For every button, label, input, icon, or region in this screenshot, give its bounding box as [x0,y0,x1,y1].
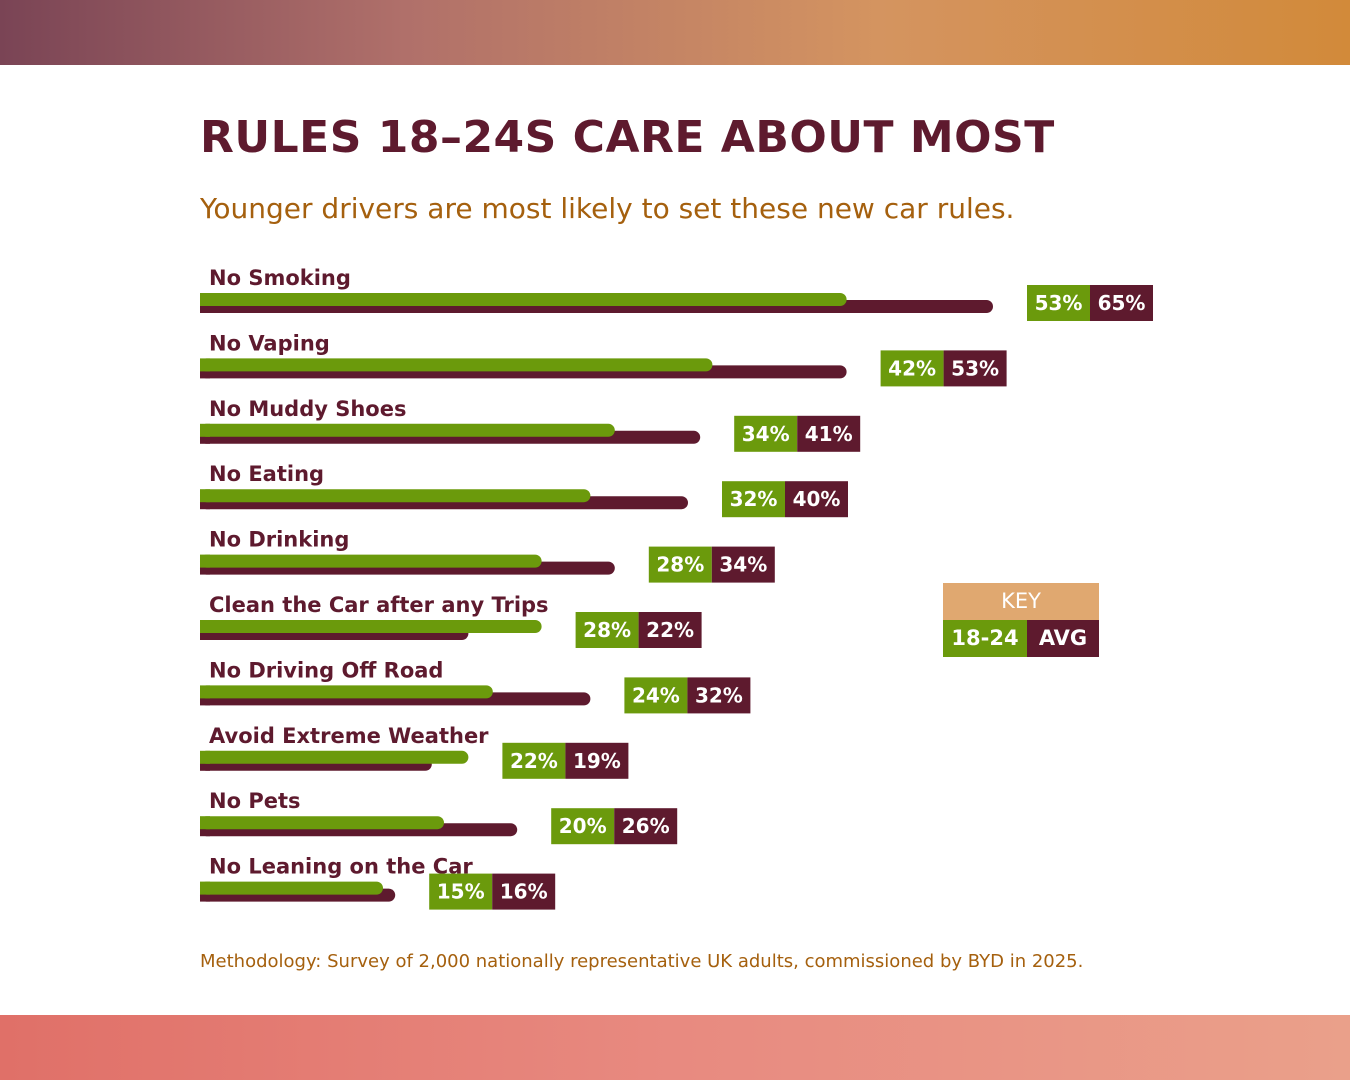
bar-avg-cap [200,627,210,640]
data-label-18-24: 24% [632,683,680,707]
legend-heading: KEY [943,583,1099,620]
data-label-18-24: 28% [656,553,704,577]
bar-avg-cap [200,365,210,379]
data-label-18-24: 42% [888,356,936,380]
bar-avg-cap [200,561,210,575]
value-box-avg [638,612,702,648]
data-label-18-24: 20% [559,814,607,838]
data-label-avg: 22% [646,618,694,642]
bar-18-24-cap [200,423,210,437]
bar-18-24-cap [200,881,210,895]
bar-18-24-cap [200,816,210,830]
value-box-avg [492,873,556,910]
value-box-avg [797,415,861,452]
value-box-18-24 [648,546,712,583]
category-label: No Driving Off Road [209,658,443,682]
bar-avg-cap [200,496,210,510]
data-label-18-24: 22% [510,749,558,773]
data-label-avg: 32% [695,683,743,707]
category-label: No Eating [209,462,324,486]
bar-18-24 [200,358,713,372]
data-label-avg: 41% [805,422,853,446]
bar-18-24 [200,423,615,437]
legend-avg: AVG [1027,620,1099,657]
bar-18-24 [200,554,542,568]
value-box-avg [785,481,848,518]
value-box-18-24 [575,612,639,648]
bar-avg-cap [200,692,210,706]
category-label: No Muddy Shoes [209,397,406,421]
methodology-note: Methodology: Survey of 2,000 nationally … [200,951,1083,972]
category-label: No Vaping [209,331,330,355]
data-label-avg: 34% [719,553,767,577]
value-box-18-24 [880,350,944,387]
category-label: No Drinking [209,528,349,552]
bar-avg-cap [200,888,210,902]
data-label-18-24: 15% [437,880,485,904]
category-label: No Pets [209,789,301,813]
data-label-avg: 40% [793,487,841,511]
value-box-18-24 [551,808,615,845]
value-box-avg [565,742,629,779]
value-box-avg [614,808,678,845]
data-label-18-24: 32% [730,487,778,511]
bar-18-24 [200,881,383,895]
value-box-18-24 [502,742,566,779]
category-label: Avoid Extreme Weather [209,724,489,748]
bar-18-24-cap [200,489,210,503]
bar-18-24 [200,816,444,830]
bar-18-24 [200,293,847,306]
top-gradient-band [0,0,1350,65]
bar-18-24-cap [200,293,210,306]
bar-18-24 [200,620,542,633]
bar-18-24 [200,685,493,699]
bar-avg-cap [200,823,210,837]
value-box-18-24 [429,873,493,910]
bottom-gradient-band [0,1015,1350,1080]
chart-title: RULES 18–24S CARE ABOUT MOST [200,112,1055,163]
data-label-avg: 65% [1098,291,1146,315]
value-box-18-24 [624,677,688,714]
bar-18-24-cap [200,620,210,633]
bar-avg-cap [200,757,210,771]
bar-18-24 [200,750,469,764]
bar-18-24 [200,489,591,503]
legend-key: KEY 18-24 AVG [943,583,1099,657]
bar-18-24-cap [200,685,210,699]
value-box-avg [1090,285,1153,321]
value-box-avg [687,677,751,714]
value-box-18-24 [734,415,798,452]
data-label-18-24: 28% [583,618,631,642]
bar-18-24-cap [200,750,210,764]
bar-18-24-cap [200,554,210,568]
data-label-avg: 26% [622,814,670,838]
category-label: No Smoking [209,266,351,290]
value-box-avg [711,546,775,583]
category-label: Clean the Car after any Trips [209,593,549,617]
legend-18-24: 18-24 [943,620,1027,657]
value-box-18-24 [722,481,785,518]
data-label-18-24: 53% [1035,291,1083,315]
bar-avg-cap [200,430,210,444]
methodology-text: Survey of 2,000 nationally representativ… [327,951,1084,972]
data-label-avg: 53% [951,356,999,380]
bar-avg-cap [200,300,210,313]
value-box-18-24 [1027,285,1090,321]
methodology-label: Methodology: [200,951,322,972]
chart-subtitle: Younger drivers are most likely to set t… [200,192,1015,225]
data-label-avg: 16% [500,880,548,904]
data-label-avg: 19% [573,749,621,773]
data-label-18-24: 34% [742,422,790,446]
bar-18-24-cap [200,358,210,372]
value-box-avg [943,350,1007,387]
